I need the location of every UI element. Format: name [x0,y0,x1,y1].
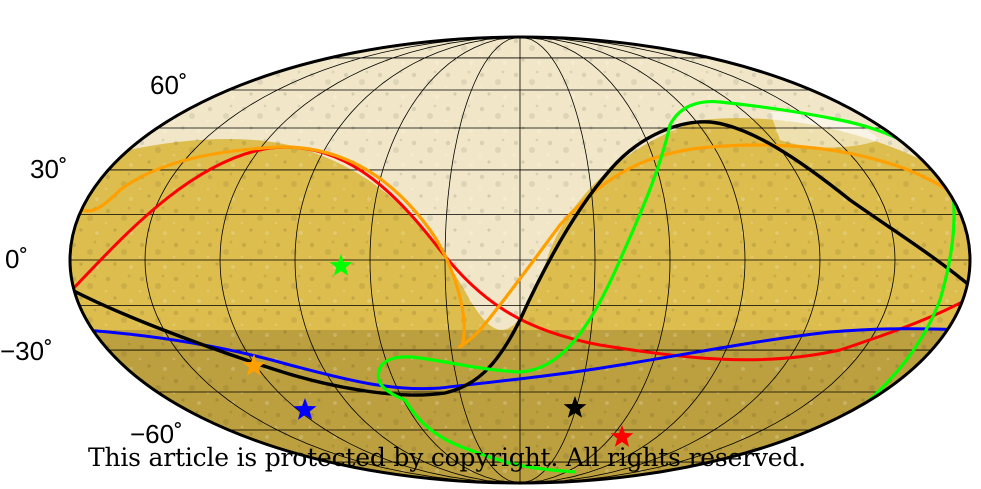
blue-star-marker [293,398,317,420]
meridian-line [519,37,671,483]
meridian-line [144,37,521,483]
copyright-notice: This article is protected by copyright. … [88,443,806,472]
orange-star-marker [242,354,266,376]
lat-label-30n: 30˚ [30,154,68,184]
red-curve [70,145,970,362]
map-frame [68,35,972,485]
meridian-line [519,37,896,483]
lat-label-30s: −30˚ [0,336,53,366]
green-star-marker [329,254,353,276]
meridian-line [369,37,521,483]
black-star-marker [563,396,587,418]
meridian-line [444,37,521,483]
meridian-line [519,37,821,483]
meridian-line [294,37,521,483]
meridian-line [219,37,521,483]
red-star-marker [610,425,634,447]
markers-layer [242,254,634,447]
orange-curve [77,143,970,349]
black-curve [71,120,970,397]
blue-curve [84,327,970,391]
lat-label-equator: 0˚ [5,244,29,274]
meridian-line [519,37,596,483]
lat-label-60s: −60˚ [130,419,183,449]
meridian-line [519,37,746,483]
lat-label-60n: 60˚ [150,70,188,100]
